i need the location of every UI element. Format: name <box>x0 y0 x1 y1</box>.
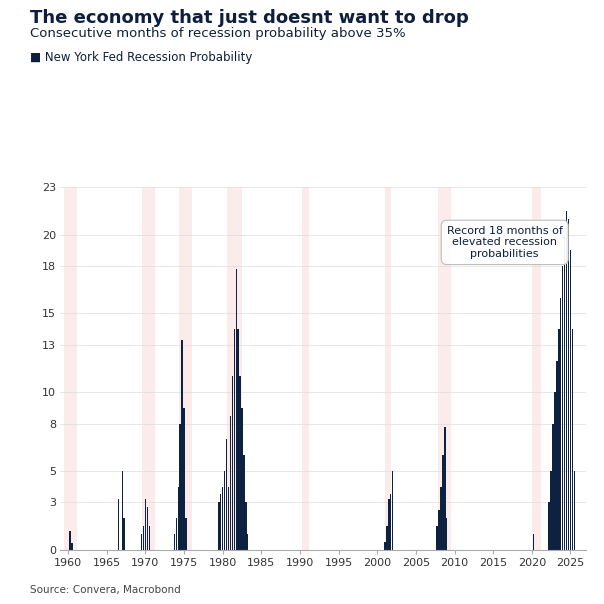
Bar <box>222 487 223 550</box>
Bar <box>181 340 183 550</box>
Bar <box>230 416 231 550</box>
Bar <box>437 187 451 550</box>
Bar <box>118 500 119 550</box>
Bar <box>560 298 562 550</box>
Bar <box>179 423 181 550</box>
Bar <box>228 487 229 550</box>
Bar <box>178 487 179 550</box>
Bar <box>245 503 246 550</box>
Bar <box>442 455 443 550</box>
Bar <box>121 471 123 550</box>
Bar <box>218 503 219 550</box>
Bar <box>174 534 175 550</box>
Bar <box>558 329 559 550</box>
Bar <box>224 471 225 550</box>
Bar <box>444 427 446 550</box>
Bar <box>574 471 575 550</box>
Text: Consecutive months of recession probability above 35%: Consecutive months of recession probabil… <box>30 27 406 40</box>
Bar <box>141 187 155 550</box>
Bar <box>247 534 248 550</box>
Bar <box>239 376 241 550</box>
Text: The economy that just doesnt want to drop: The economy that just doesnt want to dro… <box>30 9 469 27</box>
Bar <box>532 187 541 550</box>
Bar <box>548 503 550 550</box>
Bar <box>533 534 535 550</box>
Bar <box>385 187 391 550</box>
Bar <box>220 495 222 550</box>
Bar <box>242 408 243 550</box>
Bar <box>143 526 144 550</box>
Bar <box>145 500 146 550</box>
Text: Source: Convera, Macrobond: Source: Convera, Macrobond <box>30 585 181 595</box>
Bar <box>236 269 237 550</box>
Bar <box>571 329 573 550</box>
Bar <box>554 392 556 550</box>
Bar <box>69 531 71 550</box>
Bar <box>552 423 554 550</box>
Bar <box>439 510 440 550</box>
Bar <box>562 266 564 550</box>
Bar <box>437 526 438 550</box>
Bar <box>440 487 442 550</box>
Bar <box>226 187 242 550</box>
Bar <box>226 439 227 550</box>
Bar <box>179 187 191 550</box>
Bar <box>388 500 390 550</box>
Bar <box>390 495 391 550</box>
Bar <box>556 361 557 550</box>
Bar <box>149 526 150 550</box>
Bar <box>384 542 386 550</box>
Bar <box>176 518 177 550</box>
Bar <box>570 250 571 550</box>
Bar <box>243 455 245 550</box>
Bar <box>446 518 448 550</box>
Bar <box>564 234 565 550</box>
Bar <box>232 376 233 550</box>
Bar <box>64 187 77 550</box>
Bar <box>566 211 567 550</box>
Bar <box>185 518 187 550</box>
Bar <box>568 219 569 550</box>
Text: Record 18 months of
elevated recession
probabilities: Record 18 months of elevated recession p… <box>447 226 563 259</box>
Bar <box>550 471 552 550</box>
Text: ■ New York Fed Recession Probability: ■ New York Fed Recession Probability <box>30 51 252 65</box>
Bar <box>234 329 235 550</box>
Bar <box>71 544 72 550</box>
Bar <box>386 526 388 550</box>
Bar <box>237 329 239 550</box>
Bar <box>184 408 185 550</box>
Bar <box>141 534 142 550</box>
Bar <box>392 471 393 550</box>
Bar <box>123 518 125 550</box>
Bar <box>302 187 309 550</box>
Bar <box>147 507 148 550</box>
